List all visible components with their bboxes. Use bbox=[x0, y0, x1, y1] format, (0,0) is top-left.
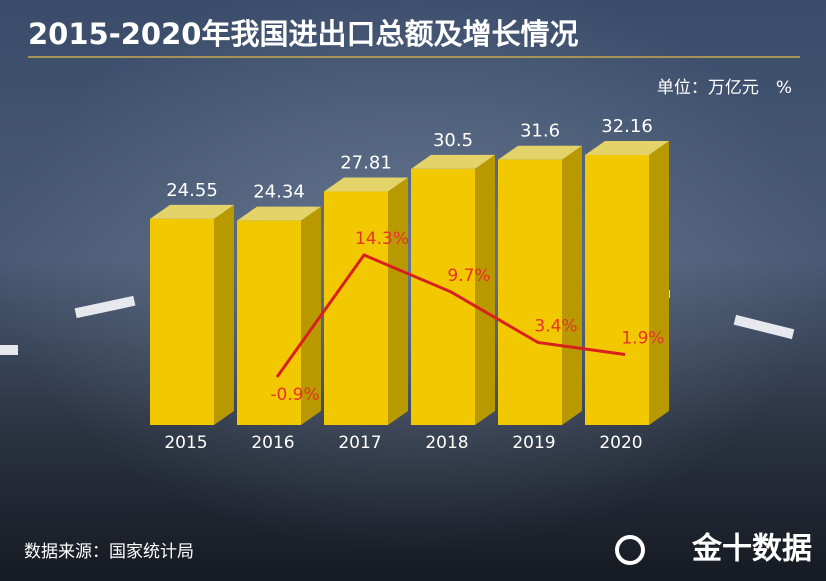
bar bbox=[585, 155, 649, 425]
bar-top bbox=[150, 204, 234, 219]
bar-value-label: 30.5 bbox=[433, 130, 473, 151]
x-tick-label: 2015 bbox=[164, 433, 207, 453]
x-tick-label: 2019 bbox=[512, 433, 555, 453]
source-note: 数据来源：国家统计局 bbox=[24, 542, 194, 562]
x-tick-label: 2020 bbox=[599, 433, 642, 453]
bar-top bbox=[237, 206, 321, 221]
bar bbox=[411, 168, 475, 425]
x-tick-label: 2017 bbox=[338, 433, 381, 453]
line bbox=[275, 253, 626, 378]
watermark: 金十数据 bbox=[691, 532, 812, 567]
x-tick-label: 2018 bbox=[425, 433, 468, 453]
bar-side bbox=[214, 204, 234, 425]
line-value-label: 1.9% bbox=[621, 329, 664, 349]
bar bbox=[150, 218, 214, 425]
chart-title: 2015-2020年我国进出口总额及增长情况 bbox=[28, 17, 578, 51]
bar-top bbox=[585, 141, 669, 155]
road-dash bbox=[733, 314, 795, 340]
line-value-label: -0.9% bbox=[270, 385, 319, 405]
bar-top bbox=[411, 154, 495, 169]
bar-top bbox=[498, 145, 582, 160]
bar-side bbox=[388, 177, 408, 425]
bar-value-label: 24.34 bbox=[253, 182, 305, 203]
bar-top bbox=[324, 177, 408, 192]
bar bbox=[498, 159, 562, 426]
bar-value-label: 27.81 bbox=[340, 153, 392, 174]
bar-value-label: 24.55 bbox=[166, 180, 218, 201]
bar bbox=[237, 220, 301, 425]
line-value-label: 9.7% bbox=[447, 266, 490, 286]
road-dash bbox=[74, 295, 136, 319]
bar-value-label: 31.6 bbox=[520, 121, 560, 142]
unit-label: 单位：万亿元 % bbox=[657, 78, 792, 98]
x-tick-label: 2016 bbox=[251, 433, 294, 453]
logo-icon bbox=[615, 535, 645, 565]
bar bbox=[324, 191, 388, 425]
bar-value-label: 32.16 bbox=[601, 116, 653, 137]
line-value-label: 3.4% bbox=[534, 316, 577, 336]
bar-side bbox=[475, 154, 495, 425]
bar-side bbox=[562, 145, 582, 426]
road-dash bbox=[0, 345, 18, 355]
bar-side bbox=[649, 141, 669, 425]
line-value-label: 14.3% bbox=[355, 229, 409, 249]
bar-side bbox=[301, 206, 321, 425]
